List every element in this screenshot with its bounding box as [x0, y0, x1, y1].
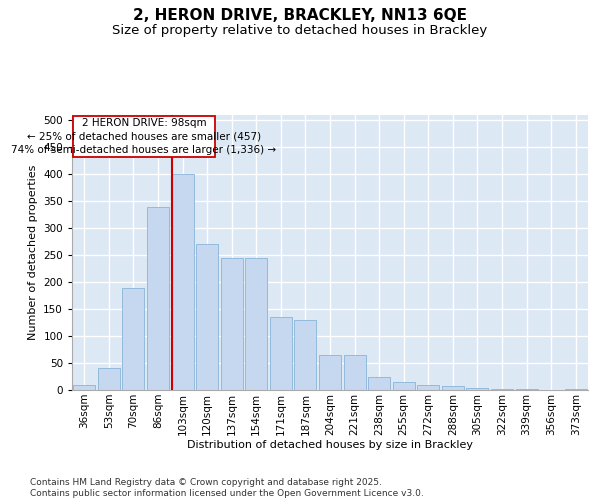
- Bar: [319, 355, 341, 390]
- Text: ← 25% of detached houses are smaller (457): ← 25% of detached houses are smaller (45…: [27, 132, 261, 141]
- FancyBboxPatch shape: [73, 116, 215, 157]
- Text: 74% of semi-detached houses are larger (1,336) →: 74% of semi-detached houses are larger (…: [11, 145, 277, 155]
- Bar: [417, 384, 439, 390]
- Y-axis label: Number of detached properties: Number of detached properties: [28, 165, 38, 340]
- Text: Contains HM Land Registry data © Crown copyright and database right 2025.
Contai: Contains HM Land Registry data © Crown c…: [30, 478, 424, 498]
- Bar: [122, 288, 145, 390]
- Bar: [172, 174, 194, 390]
- Bar: [295, 320, 316, 390]
- Bar: [270, 317, 292, 390]
- X-axis label: Distribution of detached houses by size in Brackley: Distribution of detached houses by size …: [187, 440, 473, 450]
- Bar: [392, 382, 415, 390]
- Bar: [147, 206, 169, 390]
- Bar: [73, 384, 95, 390]
- Text: 2, HERON DRIVE, BRACKLEY, NN13 6QE: 2, HERON DRIVE, BRACKLEY, NN13 6QE: [133, 8, 467, 22]
- Bar: [442, 386, 464, 390]
- Text: 2 HERON DRIVE: 98sqm: 2 HERON DRIVE: 98sqm: [82, 118, 206, 128]
- Text: Size of property relative to detached houses in Brackley: Size of property relative to detached ho…: [112, 24, 488, 37]
- Bar: [245, 258, 268, 390]
- Bar: [196, 244, 218, 390]
- Bar: [98, 368, 120, 390]
- Bar: [368, 376, 390, 390]
- Bar: [221, 258, 243, 390]
- Bar: [466, 388, 488, 390]
- Bar: [344, 355, 365, 390]
